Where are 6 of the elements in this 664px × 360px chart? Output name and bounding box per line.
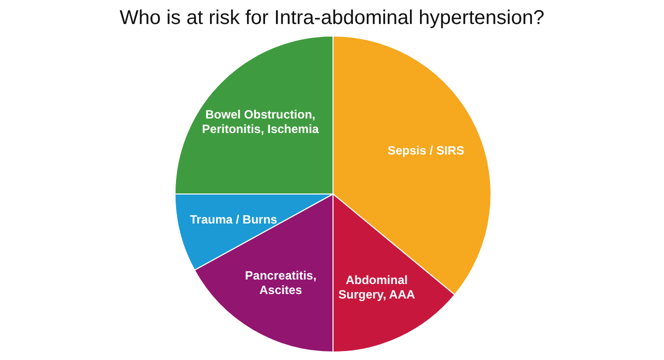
slice-label: Pancreatitis, Ascites	[245, 268, 316, 297]
slice-label: Trauma / Burns	[190, 212, 278, 227]
slice-label: Sepsis / SIRS	[388, 143, 464, 158]
slice-label: Bowel Obstruction, Peritonitis, Ischemia	[202, 107, 320, 136]
chart-title: Who is at risk for Intra-abdominal hypertension?	[120, 7, 544, 29]
slice-label: Abdominal Surgery, AAA	[338, 272, 416, 302]
